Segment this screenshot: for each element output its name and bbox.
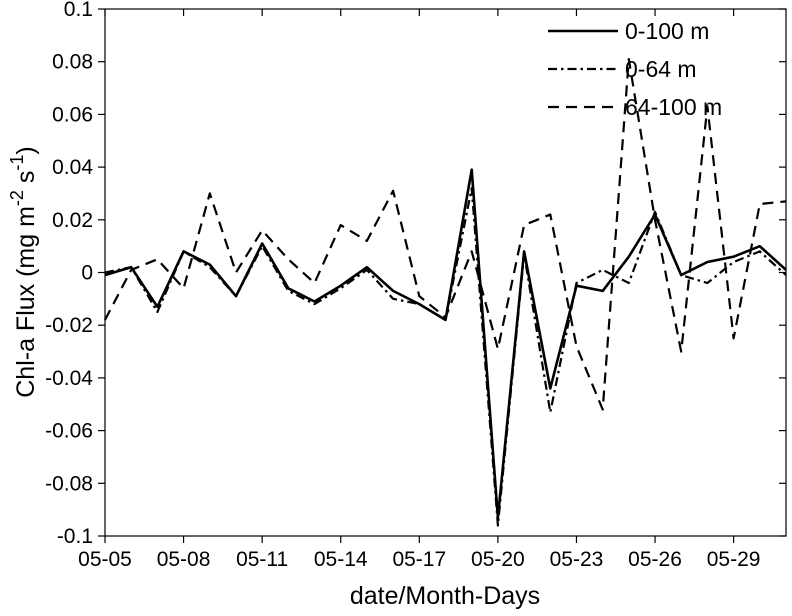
y-tick-label: -0.08 xyxy=(45,472,93,495)
x-tick-label: 05-17 xyxy=(392,548,446,571)
y-tick-label: -0.04 xyxy=(45,367,93,390)
x-tick-label: 05-20 xyxy=(471,548,525,571)
x-tick-label: 05-26 xyxy=(628,548,682,571)
y-tick-label: -0.1 xyxy=(57,525,93,548)
x-tick-label: 05-29 xyxy=(707,548,761,571)
y-tick-label: 0.04 xyxy=(52,156,93,179)
x-tick-label: 05-08 xyxy=(157,548,211,571)
y-tick-label: 0.06 xyxy=(52,103,93,126)
y-tick-label: -0.02 xyxy=(45,314,93,337)
legend-label-0-100m: 0-100 m xyxy=(625,18,709,44)
legend-item-0-64m: 0-64 m xyxy=(548,56,697,82)
legend-item-64-100m: 64-100 m xyxy=(548,94,722,120)
y-axis-label: Chl-a Flux (mg m-2 s-1) xyxy=(7,146,40,398)
plot-area: 05-05 05-08 05-11 05-14 05-17 05-20 05-23 05-26… xyxy=(45,0,787,571)
x-tick-label: 05-11 xyxy=(236,548,288,571)
x-tick-label: 05-23 xyxy=(550,548,604,571)
y-tick-label: 0.1 xyxy=(64,0,93,21)
x-tick-label: 05-14 xyxy=(314,548,368,571)
legend-label-64-100m: 64-100 m xyxy=(625,94,722,120)
y-tick-label: 0 xyxy=(81,262,93,285)
y-tick-label: 0.02 xyxy=(52,209,93,232)
legend-item-0-100m: 0-100 m xyxy=(548,18,709,44)
legend-label-0-64m: 0-64 m xyxy=(625,56,697,82)
series-line-0-64-m xyxy=(104,187,787,527)
x-axis-label: date/Month-Days xyxy=(350,582,540,610)
series-line-64-100-m xyxy=(104,57,787,411)
series-line-0-100-m xyxy=(104,168,787,519)
y-tick-label: -0.06 xyxy=(45,420,93,443)
x-tick-label: 05-05 xyxy=(78,548,132,571)
legend: 0-100 m 0-64 m 64-100 m xyxy=(548,18,722,120)
y-tick-label: 0.08 xyxy=(52,51,93,74)
